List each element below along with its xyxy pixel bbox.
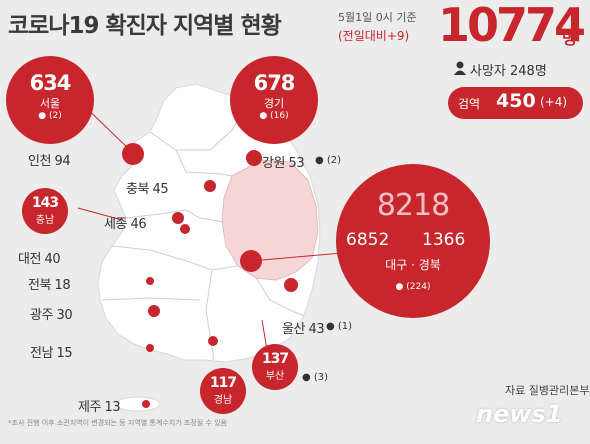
deaths-count: 사망자 248명: [470, 64, 547, 79]
gwangju-dot: [148, 305, 160, 317]
diff-line: (전일대비+9): [338, 29, 410, 43]
gyeonggi-name: 경기: [263, 97, 285, 110]
jeju-island: [115, 396, 161, 412]
page-title: 코로나19 확진자 지역별 현황: [8, 13, 282, 39]
quarantine-diff: (+4): [540, 95, 568, 109]
seoul-dot: [122, 143, 144, 165]
chungnam-circle: 143 충남: [22, 188, 68, 234]
jeonnam-label: 전남 15: [30, 346, 73, 361]
daegu-count: 6852: [346, 230, 390, 250]
sejong-label: 세종 46: [104, 217, 147, 232]
gyeongbuk-count: 1366: [422, 230, 466, 250]
busan-name: 부산: [265, 371, 285, 382]
jeju-dot: [142, 400, 150, 408]
jeju-label: 제주 13: [78, 400, 121, 415]
jeonnam-dot: [146, 344, 154, 352]
chungbuk-label: 충북 45: [126, 182, 169, 197]
ulsan-label: 울산 43: [282, 322, 325, 337]
busan-count: 137: [261, 351, 289, 367]
ulsan-dot: [284, 278, 298, 292]
news1-logo: news1: [476, 400, 563, 428]
jeonbuk-dot: [146, 277, 154, 285]
gangwon-label: 강원 53: [262, 156, 305, 171]
gyeongnam-count: 117: [209, 375, 237, 391]
jeonbuk-label: 전북 18: [28, 278, 71, 293]
total-unit: 명: [562, 29, 577, 48]
daejeon-label: 대전 40: [18, 252, 61, 267]
quarantine-value: 450: [496, 90, 536, 112]
gangwon-dot: [246, 150, 262, 166]
seoul-circle: 634 서울 ● (2): [6, 56, 94, 144]
ulsan-deaths: ● (1): [326, 321, 353, 332]
daegu-gyeongbuk-total: 8218: [376, 188, 450, 223]
daegu-gyeongbuk-names: 대구 · 경북: [385, 258, 441, 272]
daejeon-dot: [180, 224, 190, 234]
date-line: 5월1일 0시 기준: [338, 11, 417, 24]
gyeonggi-deaths: ● (16): [259, 111, 289, 121]
peninsula-shape: [97, 83, 321, 363]
gwangju-label: 광주 30: [30, 308, 73, 323]
daegu-gyeongbuk-deaths: ● (224): [395, 282, 431, 292]
sejong-dot: [172, 212, 184, 224]
chungbuk-dot: [204, 180, 216, 192]
daegu-gyeongbuk-circle: 8218 6852 1366 대구 · 경북 ● (224): [336, 164, 490, 318]
gyeongbuk-daegu-area: [221, 159, 319, 281]
gyeongnam-circle: 117 경남: [200, 368, 246, 414]
seoul-count: 634: [29, 71, 72, 95]
gyeonggi-circle: 678 경기 ● (16): [230, 56, 318, 144]
person-icon: [454, 61, 466, 75]
gangwon-deaths: ● (2): [315, 155, 342, 166]
quarantine-label: 검역: [458, 97, 481, 111]
chungnam-name: 충남: [35, 215, 55, 226]
footnote: *조사 진행 이후 소관지역이 변경되는 등 지역별 통계수치가 조정될 수 있…: [8, 419, 227, 427]
seoul-name: 서울: [39, 97, 61, 110]
busan-deaths: ● (3): [302, 372, 329, 383]
seoul-deaths: ● (2): [38, 111, 62, 121]
busan-circle: 137 부산: [252, 344, 298, 390]
chungnam-count: 143: [31, 195, 59, 211]
source-label: 자료 질병관리본부: [505, 384, 590, 397]
gyeongnam-dot: [208, 336, 218, 346]
incheon-label: 인천 94: [28, 154, 71, 169]
quarantine-badge: 검역 450 (+4): [448, 87, 583, 119]
daegu-dot: [240, 250, 262, 272]
gyeongnam-name: 경남: [213, 395, 233, 406]
total-count: 10774: [438, 0, 586, 52]
gyeonggi-count: 678: [253, 71, 296, 95]
